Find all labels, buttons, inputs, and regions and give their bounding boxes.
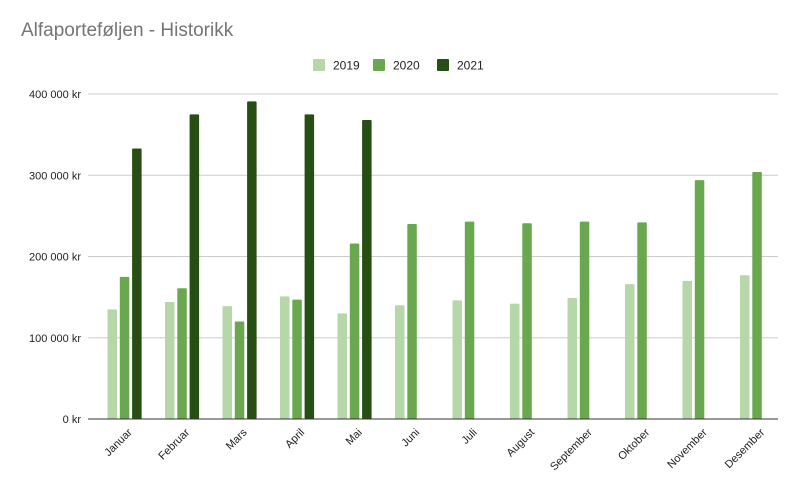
bar-2019-februar: [165, 302, 175, 419]
bar-2020-mai: [349, 243, 360, 419]
bar-2019-januar: [107, 309, 117, 419]
bar-2019-desember: [740, 275, 750, 419]
bar-2020-august: [522, 223, 532, 419]
x-tick-label: September: [548, 426, 595, 473]
bar-2020-november: [694, 180, 705, 419]
bar-2019-oktober: [625, 284, 635, 419]
bar-2019-september: [567, 297, 577, 419]
y-tick-label: 100 000 kr: [29, 333, 81, 345]
bar-2021-februar: [189, 114, 200, 419]
bar-2021-april: [304, 114, 315, 419]
chart-title: Alfaporteføljen - Historikk: [21, 20, 234, 41]
bar-2019-april: [280, 296, 290, 419]
x-tick-label: Juni: [399, 427, 422, 450]
x-tick-label: April: [283, 427, 307, 451]
x-tick-label: Juli: [460, 427, 480, 447]
x-tick-label: Januar: [102, 426, 135, 459]
y-tick-label: 200 000 kr: [29, 252, 81, 264]
x-tick-label: Februar: [156, 426, 192, 462]
bar-2019-juli: [452, 300, 462, 419]
y-tick-label: 0 kr: [63, 414, 82, 426]
legend-swatch-2020: [373, 59, 385, 71]
x-tick-label: November: [665, 426, 710, 471]
legend-swatch-2021: [437, 59, 449, 71]
bar-2020-oktober: [637, 222, 647, 419]
bar-2020-april: [292, 299, 302, 419]
legend-label-2021: 2021: [457, 59, 484, 73]
x-tick-label: Desember: [723, 426, 768, 471]
gridlines: [88, 93, 778, 339]
bar-2020-september: [579, 221, 590, 419]
legend: 2019 2020 2021: [313, 59, 484, 73]
bar-2019-august: [510, 303, 520, 419]
legend-label-2020: 2020: [393, 59, 420, 73]
bar-2020-januar: [119, 276, 130, 419]
legend-label-2019: 2019: [333, 59, 360, 73]
x-tick-label: August: [504, 427, 537, 460]
x-tick-label: Oktober: [616, 426, 652, 462]
bar-2020-mars: [234, 321, 245, 419]
y-tick-label: 400 000 kr: [29, 89, 81, 101]
bar-2020-februar: [177, 288, 187, 419]
bars: [107, 101, 762, 419]
bar-2019-mars: [222, 306, 232, 419]
bar-2019-november: [682, 280, 692, 419]
y-tick-label: 300 000 kr: [29, 170, 81, 182]
bar-2020-juni: [407, 224, 417, 419]
bar-2020-desember: [752, 172, 762, 419]
x-tick-label: Mars: [224, 426, 250, 452]
bar-2019-mai: [337, 313, 347, 419]
bar-2021-mai: [362, 120, 372, 419]
x-tick-label: Mai: [344, 427, 365, 448]
bar-2020-juli: [464, 221, 475, 419]
bar-2019-juni: [395, 305, 405, 419]
legend-swatch-2019: [313, 59, 325, 71]
bar-2021-mars: [247, 101, 257, 419]
bar-2021-januar: [132, 148, 142, 419]
